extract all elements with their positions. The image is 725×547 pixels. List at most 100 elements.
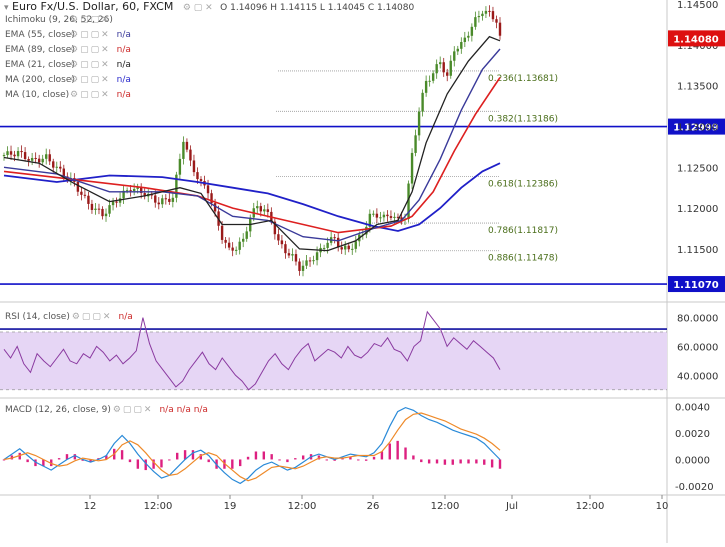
macd-histogram-bar [176, 452, 179, 460]
price-label-bg [668, 118, 725, 135]
candle-body [421, 92, 424, 112]
settings-icon[interactable]: ⚙▢▢✕ [70, 60, 111, 70]
candle-body [48, 154, 51, 162]
macd-histogram-bar [301, 455, 305, 460]
symbol-title[interactable]: Euro Fx/U.S. Dollar, 60, FXCM [12, 0, 174, 13]
indicator-label: EMA (21, close) [5, 60, 75, 70]
candle-body [30, 157, 34, 161]
macd-histogram-bar [325, 459, 328, 461]
candle-body [182, 141, 185, 159]
candle-body [2, 155, 6, 157]
macd-histogram-bar [89, 459, 92, 463]
candle-body [83, 194, 87, 196]
settings-icon[interactable]: ⚙▢▢✕ [112, 405, 154, 415]
fib-level-label: 0.618(1.12386) [488, 180, 558, 190]
macd-histogram-bar [483, 459, 486, 465]
candle-body [298, 261, 301, 271]
macd-label: MACD (12, 26, close, 9) [5, 405, 111, 415]
candle-body [210, 193, 213, 204]
macd-histogram-bar [65, 454, 69, 460]
candle-body [389, 216, 393, 218]
candle-body [446, 72, 449, 76]
macd-histogram-bar [120, 450, 124, 460]
candle-body [161, 198, 164, 205]
settings-icon[interactable]: ⚙▢▢✕ [71, 312, 113, 322]
candle-body [111, 201, 115, 206]
candle-body [20, 151, 23, 153]
macd-histogram-bar [160, 459, 163, 468]
macd-histogram-bar [372, 456, 376, 460]
macd-histogram-bar [420, 459, 423, 463]
macd-histogram-bar [10, 455, 14, 460]
settings-icon[interactable]: ⚙▢▢✕ [70, 45, 111, 55]
macd-histogram-bar [136, 459, 140, 469]
indicator-ma-200[interactable]: MA (200, close)⚙▢▢✕ n/a [5, 75, 131, 85]
candle-body [277, 234, 280, 241]
candle-body [491, 11, 495, 20]
candle-body [97, 208, 101, 210]
candle-body [393, 216, 396, 218]
candle-body [45, 154, 48, 159]
indicator-value: n/a [116, 75, 131, 85]
settings-icon[interactable]: ⚙ ▢ ✕ [182, 3, 213, 13]
macd-histogram-bar [404, 447, 407, 460]
candle-body [449, 60, 452, 76]
macd-tick: 0.0020 [675, 429, 710, 440]
macd-legend[interactable]: MACD (12, 26, close, 9) ⚙▢▢✕ n/a n/a n/a [5, 405, 208, 415]
macd-histogram-bar [183, 450, 187, 460]
macd-tick: 0.0040 [675, 402, 710, 413]
indicator-value: n/a [116, 90, 131, 100]
price-tick: 1.12500 [677, 163, 718, 174]
macd-histogram-bar [34, 459, 37, 467]
indicator-ichimoku[interactable]: Ichimoku (9, 26, 52, 26)⚙▢▢✕ [5, 15, 113, 25]
candle-body [435, 64, 438, 74]
indicator-ma-10[interactable]: MA (10, close)⚙▢▢✕ n/a [5, 90, 131, 100]
macd-histogram-bar [357, 459, 360, 461]
candle-body [154, 195, 157, 203]
candle-body [136, 187, 139, 189]
time-tick: 12 [84, 501, 97, 512]
candle-body [291, 254, 294, 256]
candle-body [55, 166, 58, 168]
time-tick: 10 [656, 501, 669, 512]
indicator-label: EMA (89, close) [5, 45, 75, 55]
candle-body [488, 10, 491, 12]
settings-icon[interactable]: ⚙▢▢✕ [70, 75, 111, 85]
candle-body [326, 242, 329, 248]
time-tick: 26 [367, 501, 380, 512]
macd-histogram-bar [73, 454, 77, 460]
settings-icon[interactable]: ⚙▢▢✕ [70, 15, 111, 25]
macd-histogram-bar [467, 459, 470, 464]
candle-body [284, 244, 287, 254]
candle-body [52, 161, 55, 168]
candle-body [470, 26, 474, 36]
macd-value: n/a n/a n/a [159, 405, 208, 415]
candle-body [336, 237, 340, 248]
indicator-ema-55[interactable]: EMA (55, close)⚙▢▢✕ n/a [5, 30, 131, 40]
candle-body [431, 73, 435, 81]
rsi-legend[interactable]: RSI (14, close) ⚙▢▢✕ n/a [5, 312, 133, 322]
candle-body [273, 221, 277, 235]
price-tick: 1.14500 [677, 0, 718, 11]
macd-histogram-bar [498, 459, 502, 469]
time-tick: Jul [505, 501, 518, 512]
indicator-ema-89[interactable]: EMA (89, close)⚙▢▢✕ n/a [5, 45, 131, 55]
time-tick: 12:00 [431, 501, 460, 512]
candle-body [382, 214, 386, 218]
macd-histogram-bar [427, 459, 431, 464]
indicator-ema-21[interactable]: EMA (21, close)⚙▢▢✕ n/a [5, 60, 131, 70]
candle-body [456, 48, 459, 52]
candle-body [484, 10, 488, 14]
settings-icon[interactable]: ⚙▢▢✕ [70, 90, 111, 100]
candle-body [23, 152, 27, 159]
candle-body [224, 239, 227, 243]
chevron-down-icon[interactable]: ▾ [4, 3, 9, 13]
settings-icon[interactable]: ⚙▢▢✕ [70, 30, 111, 40]
macd-histogram-bar [396, 440, 399, 460]
candle-body [396, 216, 400, 218]
macd-histogram-bar [451, 459, 454, 465]
candle-body [76, 181, 80, 192]
rsi-band [0, 332, 667, 390]
